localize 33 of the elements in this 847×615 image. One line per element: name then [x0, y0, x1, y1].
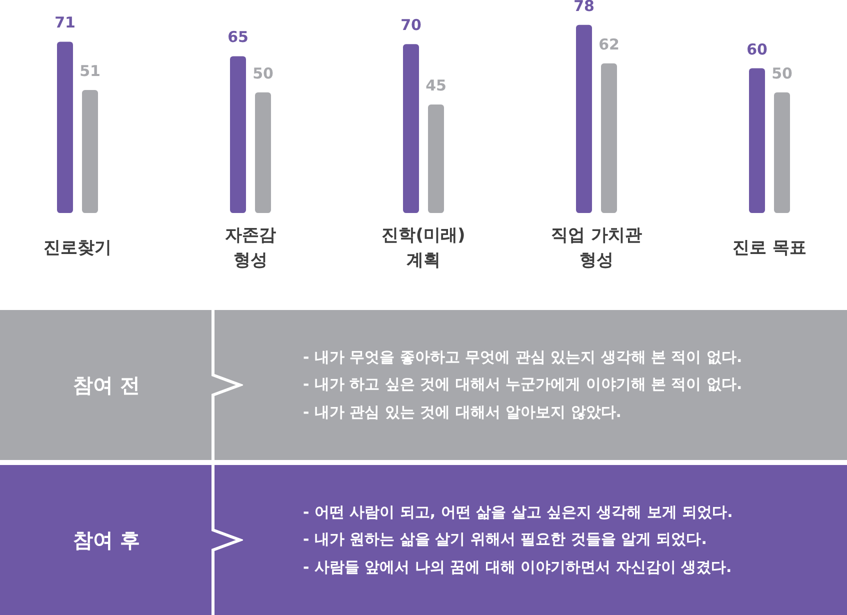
bar — [576, 24, 592, 214]
bar — [57, 42, 73, 214]
bar — [82, 90, 98, 214]
data-label: 71 — [54, 14, 76, 32]
data-label: 50 — [252, 64, 274, 82]
data-label: 78 — [574, 0, 594, 15]
data-label: 51 — [80, 62, 100, 80]
bar — [403, 44, 419, 214]
text: - 어떤 사람이 되고, 어떤 삶을 살고 싶은지 생각해 보게 되었다. — [303, 502, 733, 523]
x-tick-label: 진로 목표 — [732, 238, 806, 258]
bar — [428, 104, 444, 214]
bar — [230, 56, 246, 214]
x-tick-label: 자존감 형성 — [225, 225, 276, 270]
text: - 내가 무엇을 좋아하고 무엇에 관심 있는지 생각해 본 적이 없다. — [303, 346, 742, 368]
text: - 내가 관심 있는 것에 대해서 알아보지 않았다. — [303, 402, 622, 423]
bar — [774, 92, 790, 214]
x-tick-label: 진학(미래) 계획 — [382, 225, 466, 270]
data-label: 65 — [228, 28, 248, 46]
bar — [601, 63, 617, 214]
text: 참여 전 — [73, 372, 140, 398]
text: - 내가 하고 싶은 것에 대해서 누군가에게 이야기해 본 적이 없다. — [303, 374, 742, 396]
bar — [749, 68, 765, 214]
bar — [255, 92, 271, 214]
x-tick-label: 진로찾기 — [44, 238, 112, 258]
text: - 사람들 앞에서 나의 꿈에 대해 이야기하면서 자신감이 생겼다. — [303, 556, 733, 578]
data-label: 62 — [598, 35, 620, 54]
data-label: 60 — [746, 40, 768, 58]
x-tick-label: 직업 가치관 형성 — [551, 225, 642, 270]
data-label: 45 — [426, 76, 446, 94]
text: - 내가 원하는 삶을 살기 위해서 필요한 것들을 알게 되었다. — [303, 529, 708, 550]
data-label: 70 — [400, 16, 422, 34]
data-label: 50 — [772, 64, 792, 82]
text: 참여 후 — [73, 526, 140, 554]
